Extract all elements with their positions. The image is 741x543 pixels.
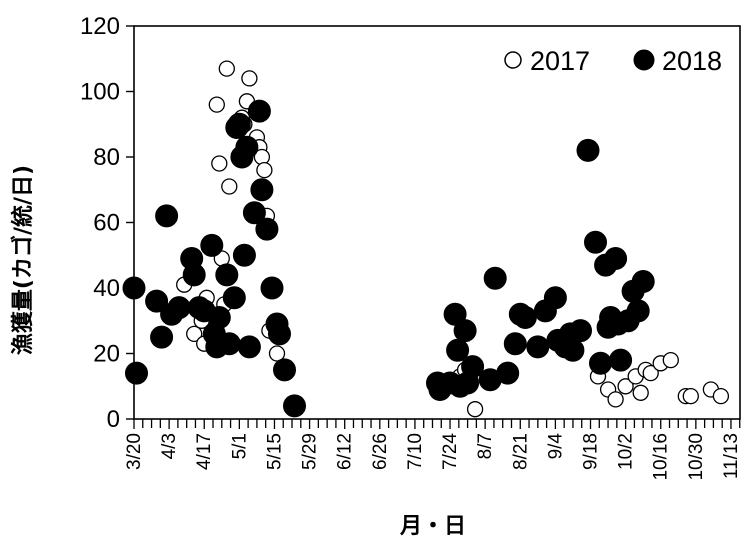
y-tick-label: 20 xyxy=(93,341,120,368)
point-2018 xyxy=(453,319,477,343)
point-2018 xyxy=(576,138,600,162)
point-2017 xyxy=(607,391,624,408)
point-2018 xyxy=(150,325,174,349)
x-tick-label: 6/26 xyxy=(370,433,391,470)
point-2018 xyxy=(215,263,239,287)
point-2017 xyxy=(241,70,258,87)
point-2018 xyxy=(237,335,261,359)
x-tick-label: 6/12 xyxy=(335,433,356,470)
y-tick-label: 100 xyxy=(80,79,120,106)
point-2018 xyxy=(217,332,241,356)
point-2017 xyxy=(256,161,273,179)
point-2018 xyxy=(200,233,224,257)
point-2018 xyxy=(145,289,169,313)
x-tick-label: 9/18 xyxy=(581,433,602,470)
point-2018 xyxy=(250,178,274,202)
y-tick-label: 0 xyxy=(107,406,120,433)
y-tick-label: 80 xyxy=(93,144,120,171)
legend-marker-2017 xyxy=(504,51,522,69)
point-2017 xyxy=(617,378,634,395)
x-tick-label: 8/7 xyxy=(475,433,496,459)
x-tick-label: 7/24 xyxy=(440,433,461,470)
point-2018 xyxy=(247,99,271,123)
point-2018 xyxy=(232,243,256,267)
point-2018 xyxy=(235,135,259,159)
x-tick-label: 5/29 xyxy=(300,433,321,470)
y-tick-label: 120 xyxy=(80,13,120,40)
point-2018 xyxy=(207,306,231,329)
x-tick-label: 10/30 xyxy=(686,433,707,481)
point-2017 xyxy=(186,325,203,343)
x-axis-ticks: 3/20 4/3 4/17 5/1 5/15 5/29 6/12 6/26 7/10 7/24 8/… xyxy=(124,419,741,481)
x-axis-title: 月・日 xyxy=(399,514,466,539)
point-2018 xyxy=(227,112,251,136)
y-axis-title: 漁獲量(カゴ/統/日) xyxy=(10,165,36,355)
plot-frame xyxy=(133,25,741,420)
point-2018 xyxy=(125,361,148,385)
point-2018 xyxy=(273,358,296,382)
x-tick-label: 8/21 xyxy=(510,433,531,470)
point-2017 xyxy=(662,351,679,369)
point-2018 xyxy=(283,394,306,418)
x-tick-label: 4/17 xyxy=(194,433,215,470)
point-2017 xyxy=(268,345,286,362)
point-2018 xyxy=(503,332,527,356)
y-tick-label: 60 xyxy=(93,210,120,237)
y-tick-label: 40 xyxy=(93,275,120,302)
point-2018 xyxy=(543,286,567,310)
point-2018 xyxy=(526,335,550,359)
y-axis-ticks: 0 20 40 60 80 100 120 xyxy=(80,13,134,433)
legend-label-2017: 2017 xyxy=(530,46,590,76)
x-tick-label: 9/4 xyxy=(545,433,566,460)
point-2018 xyxy=(496,361,520,385)
legend-marker-2018 xyxy=(633,49,655,71)
point-2018 xyxy=(260,276,284,300)
data-points xyxy=(122,60,730,418)
x-tick-label: 10/2 xyxy=(616,433,637,470)
point-2018 xyxy=(589,351,612,375)
x-tick-label: 11/13 xyxy=(721,433,741,479)
point-2018 xyxy=(483,266,507,290)
point-2017 xyxy=(221,178,238,195)
point-2018 xyxy=(182,263,206,287)
point-2018 xyxy=(626,299,650,323)
x-tick-label: 5/1 xyxy=(229,433,250,459)
point-2018 xyxy=(569,319,592,343)
point-2017 xyxy=(218,60,235,77)
plot-area-border xyxy=(133,25,741,420)
point-2018 xyxy=(242,201,266,225)
point-2017 xyxy=(211,155,228,172)
x-tick-label: 3/20 xyxy=(124,433,145,470)
point-2018 xyxy=(513,306,537,329)
point-2017 xyxy=(208,96,225,113)
point-2018 xyxy=(561,338,585,362)
point-2017 xyxy=(632,384,649,401)
point-2018 xyxy=(268,322,291,346)
x-tick-label: 4/3 xyxy=(159,433,180,459)
point-2018 xyxy=(604,247,628,270)
x-tick-label: 7/10 xyxy=(405,433,426,470)
point-2017 xyxy=(682,387,699,405)
point-2017 xyxy=(466,401,484,418)
point-2018 xyxy=(255,217,279,241)
point-2018 xyxy=(609,348,633,372)
x-tick-label: 5/15 xyxy=(264,433,285,470)
point-2018 xyxy=(222,286,246,310)
point-2017 xyxy=(642,364,659,382)
point-2018 xyxy=(631,270,655,293)
legend: 2017 2018 xyxy=(504,46,722,76)
point-2018 xyxy=(155,204,179,228)
point-2017 xyxy=(712,387,730,405)
point-2018 xyxy=(167,296,191,320)
point-2018 xyxy=(461,355,485,379)
legend-label-2018: 2018 xyxy=(662,46,722,76)
x-tick-label: 10/16 xyxy=(651,433,672,481)
point-2018 xyxy=(584,230,607,254)
